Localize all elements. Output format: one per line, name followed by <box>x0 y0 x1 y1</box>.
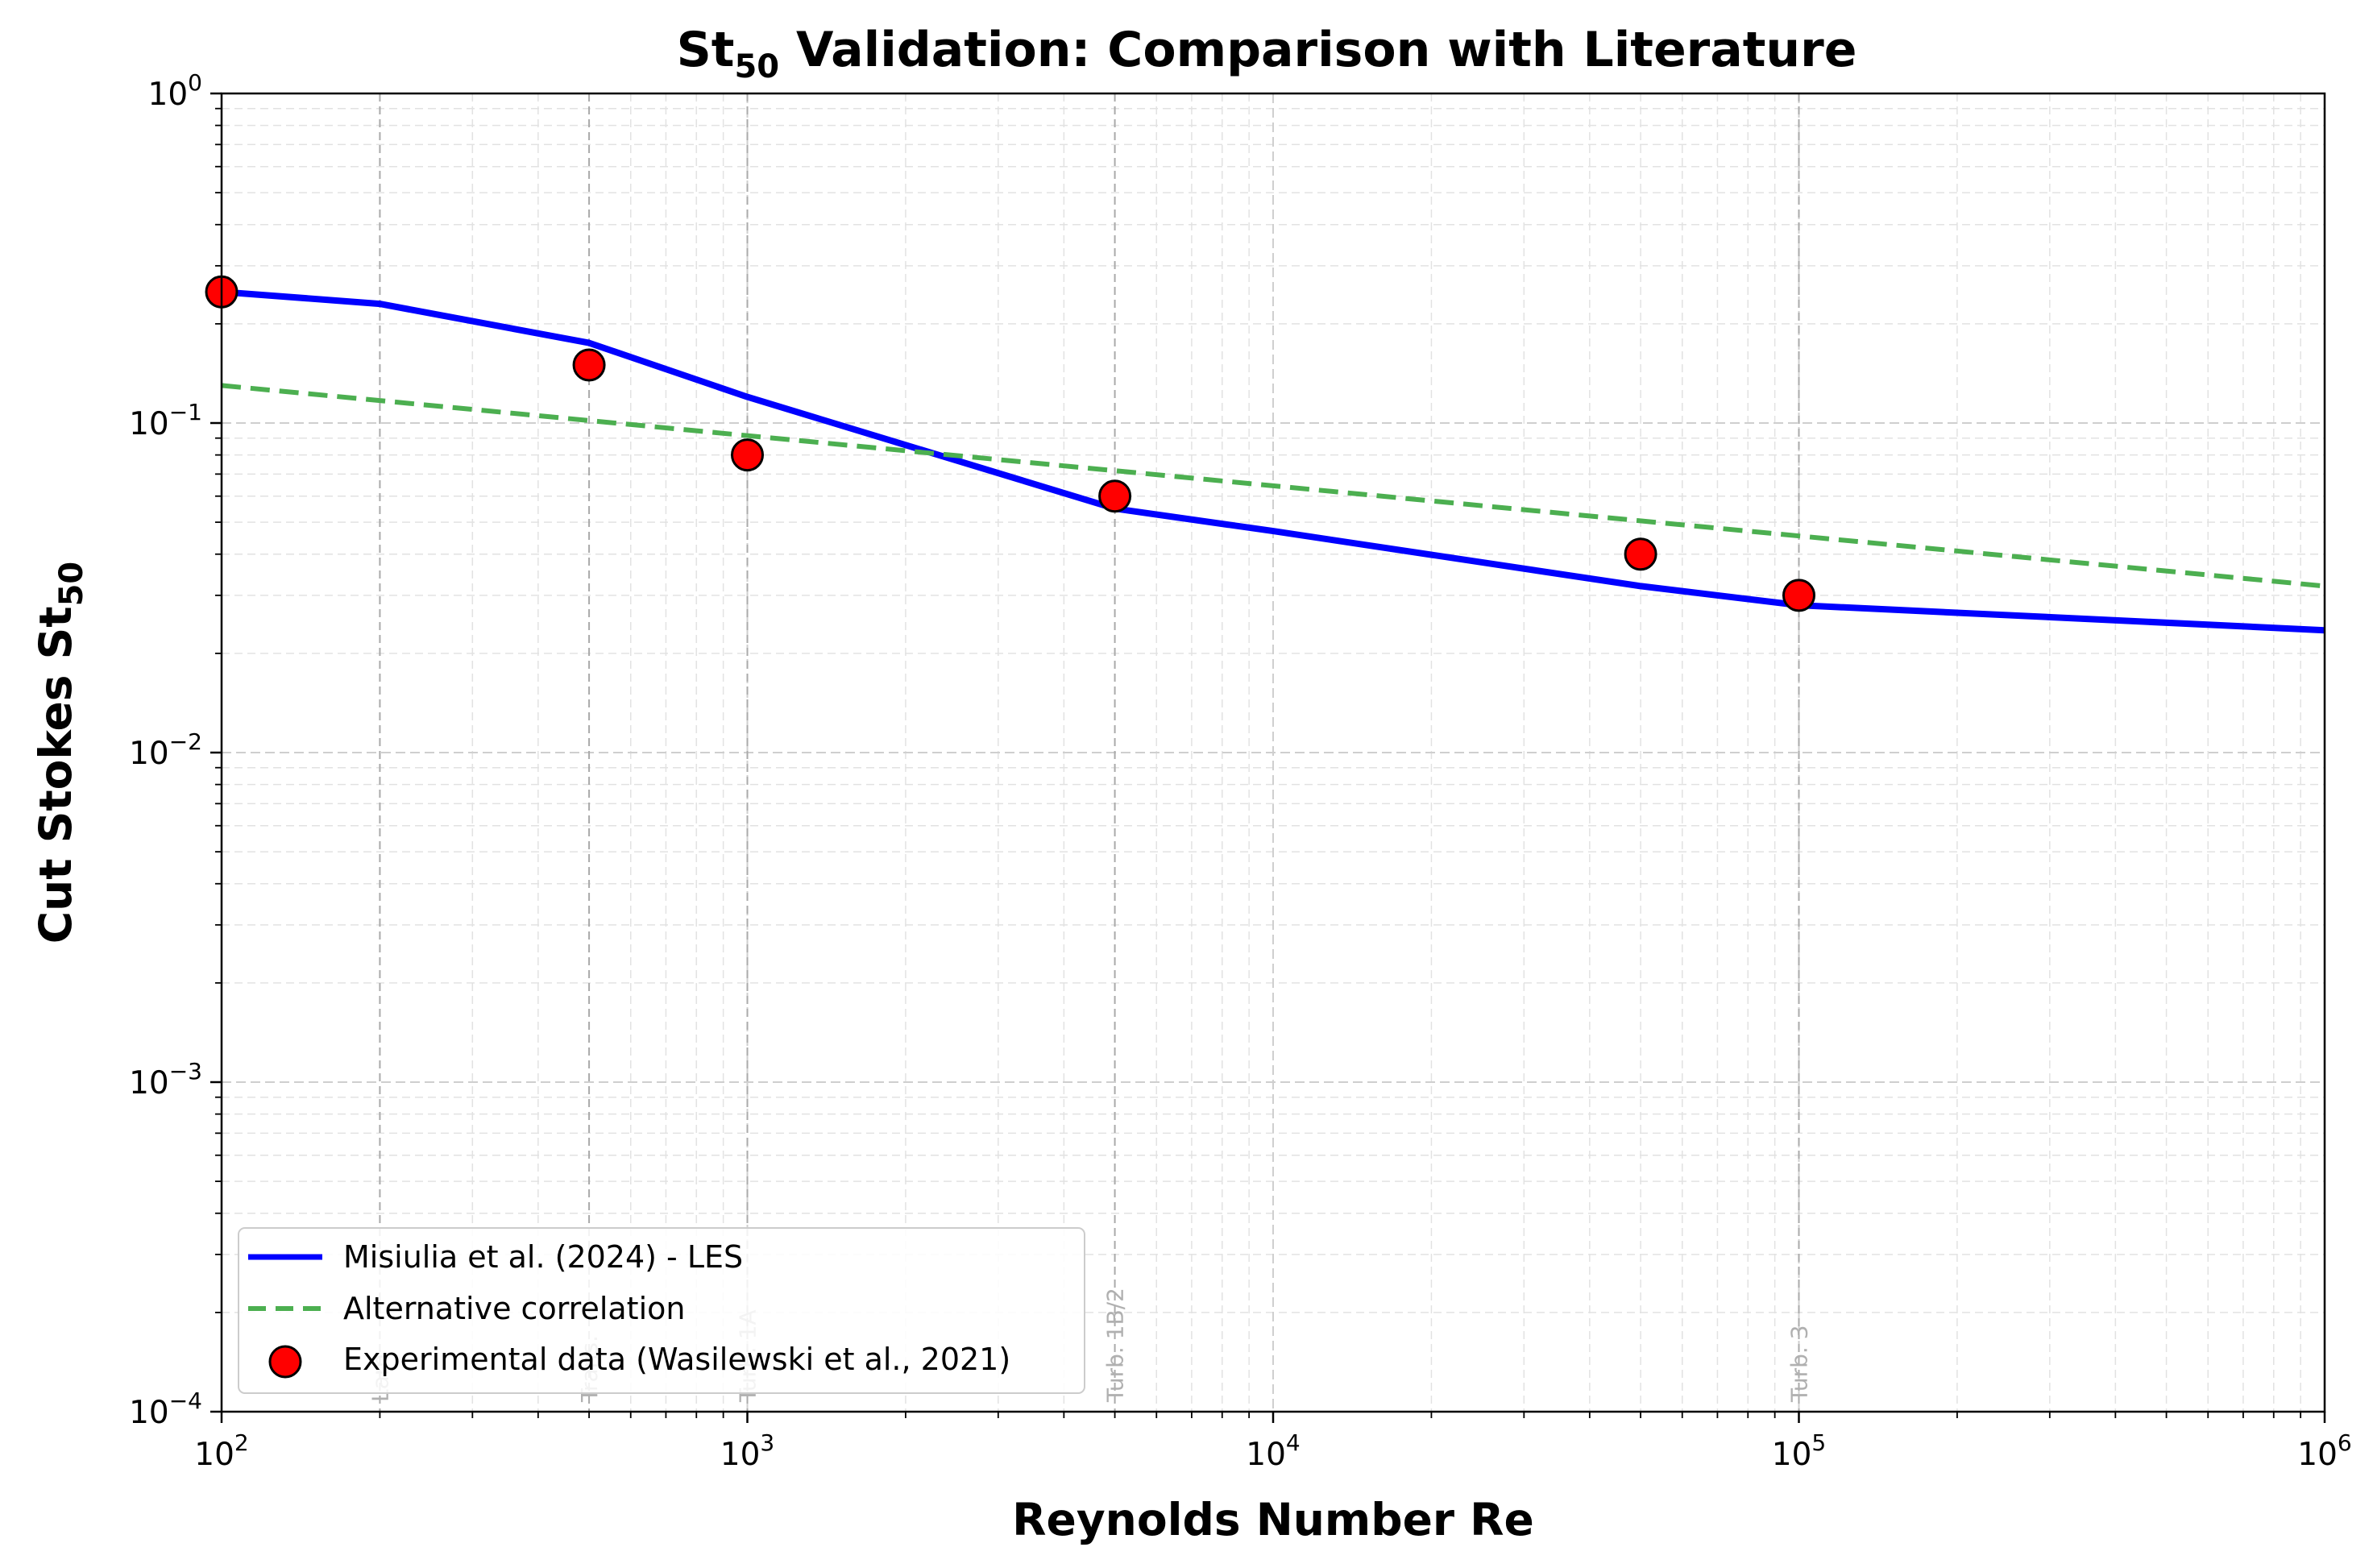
y-tick-label: 10−1 <box>129 399 202 442</box>
legend: Misiulia et al. (2024) - LES Alternative… <box>238 1227 1085 1394</box>
x-axis-label: Reynolds Number Re <box>1012 1494 1534 1545</box>
y-tick-label: 10−3 <box>129 1058 202 1101</box>
axis-ticks: 102 103 104 105 106 100 10−1 10−2 10−3 10−4 <box>129 69 2352 1473</box>
x-tick-label: 105 <box>1772 1429 1826 1473</box>
data-point <box>572 348 606 382</box>
legend-box <box>238 1227 1085 1394</box>
data-point <box>1782 579 1815 612</box>
x-tick-label: 104 <box>1246 1429 1300 1473</box>
regime-label: Turb. 1B/2 <box>1102 1288 1129 1403</box>
data-point <box>1624 537 1657 571</box>
data-point <box>1098 479 1132 513</box>
y-axis-label: Cut Stokes St50 <box>30 562 90 944</box>
plot-area <box>205 275 2325 634</box>
legend-swatch-experimental <box>268 1345 302 1379</box>
x-tick-label: 106 <box>2297 1429 2351 1473</box>
data-point <box>731 438 764 472</box>
legend-label-les: Misiulia et al. (2024) - LES <box>343 1239 743 1275</box>
y-tick-label: 10−4 <box>129 1388 202 1431</box>
x-tick-label: 102 <box>194 1429 248 1473</box>
y-tick-label: 100 <box>148 69 202 113</box>
legend-label-alternative: Alternative correlation <box>343 1291 685 1326</box>
chart-title: St50 Validation: Comparison with Literat… <box>677 22 1857 85</box>
x-tick-label: 103 <box>720 1429 774 1473</box>
legend-label-experimental: Experimental data (Wasilewski et al., 20… <box>343 1342 1010 1377</box>
regime-label: Turb. 3 <box>1786 1325 1813 1404</box>
series-line-1 <box>221 383 2325 589</box>
y-tick-label: 10−2 <box>129 728 202 772</box>
